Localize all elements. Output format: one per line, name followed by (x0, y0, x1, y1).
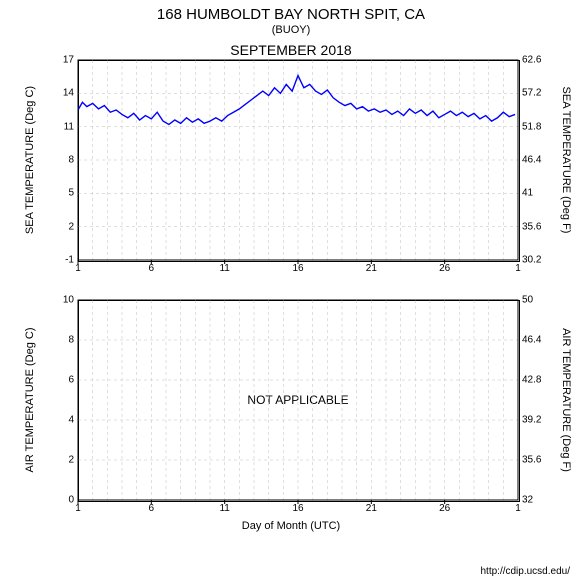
chart-container: 168 HUMBOLDT BAY NORTH SPIT, CA (BUOY) S… (0, 0, 582, 581)
plot-svg (0, 0, 582, 581)
